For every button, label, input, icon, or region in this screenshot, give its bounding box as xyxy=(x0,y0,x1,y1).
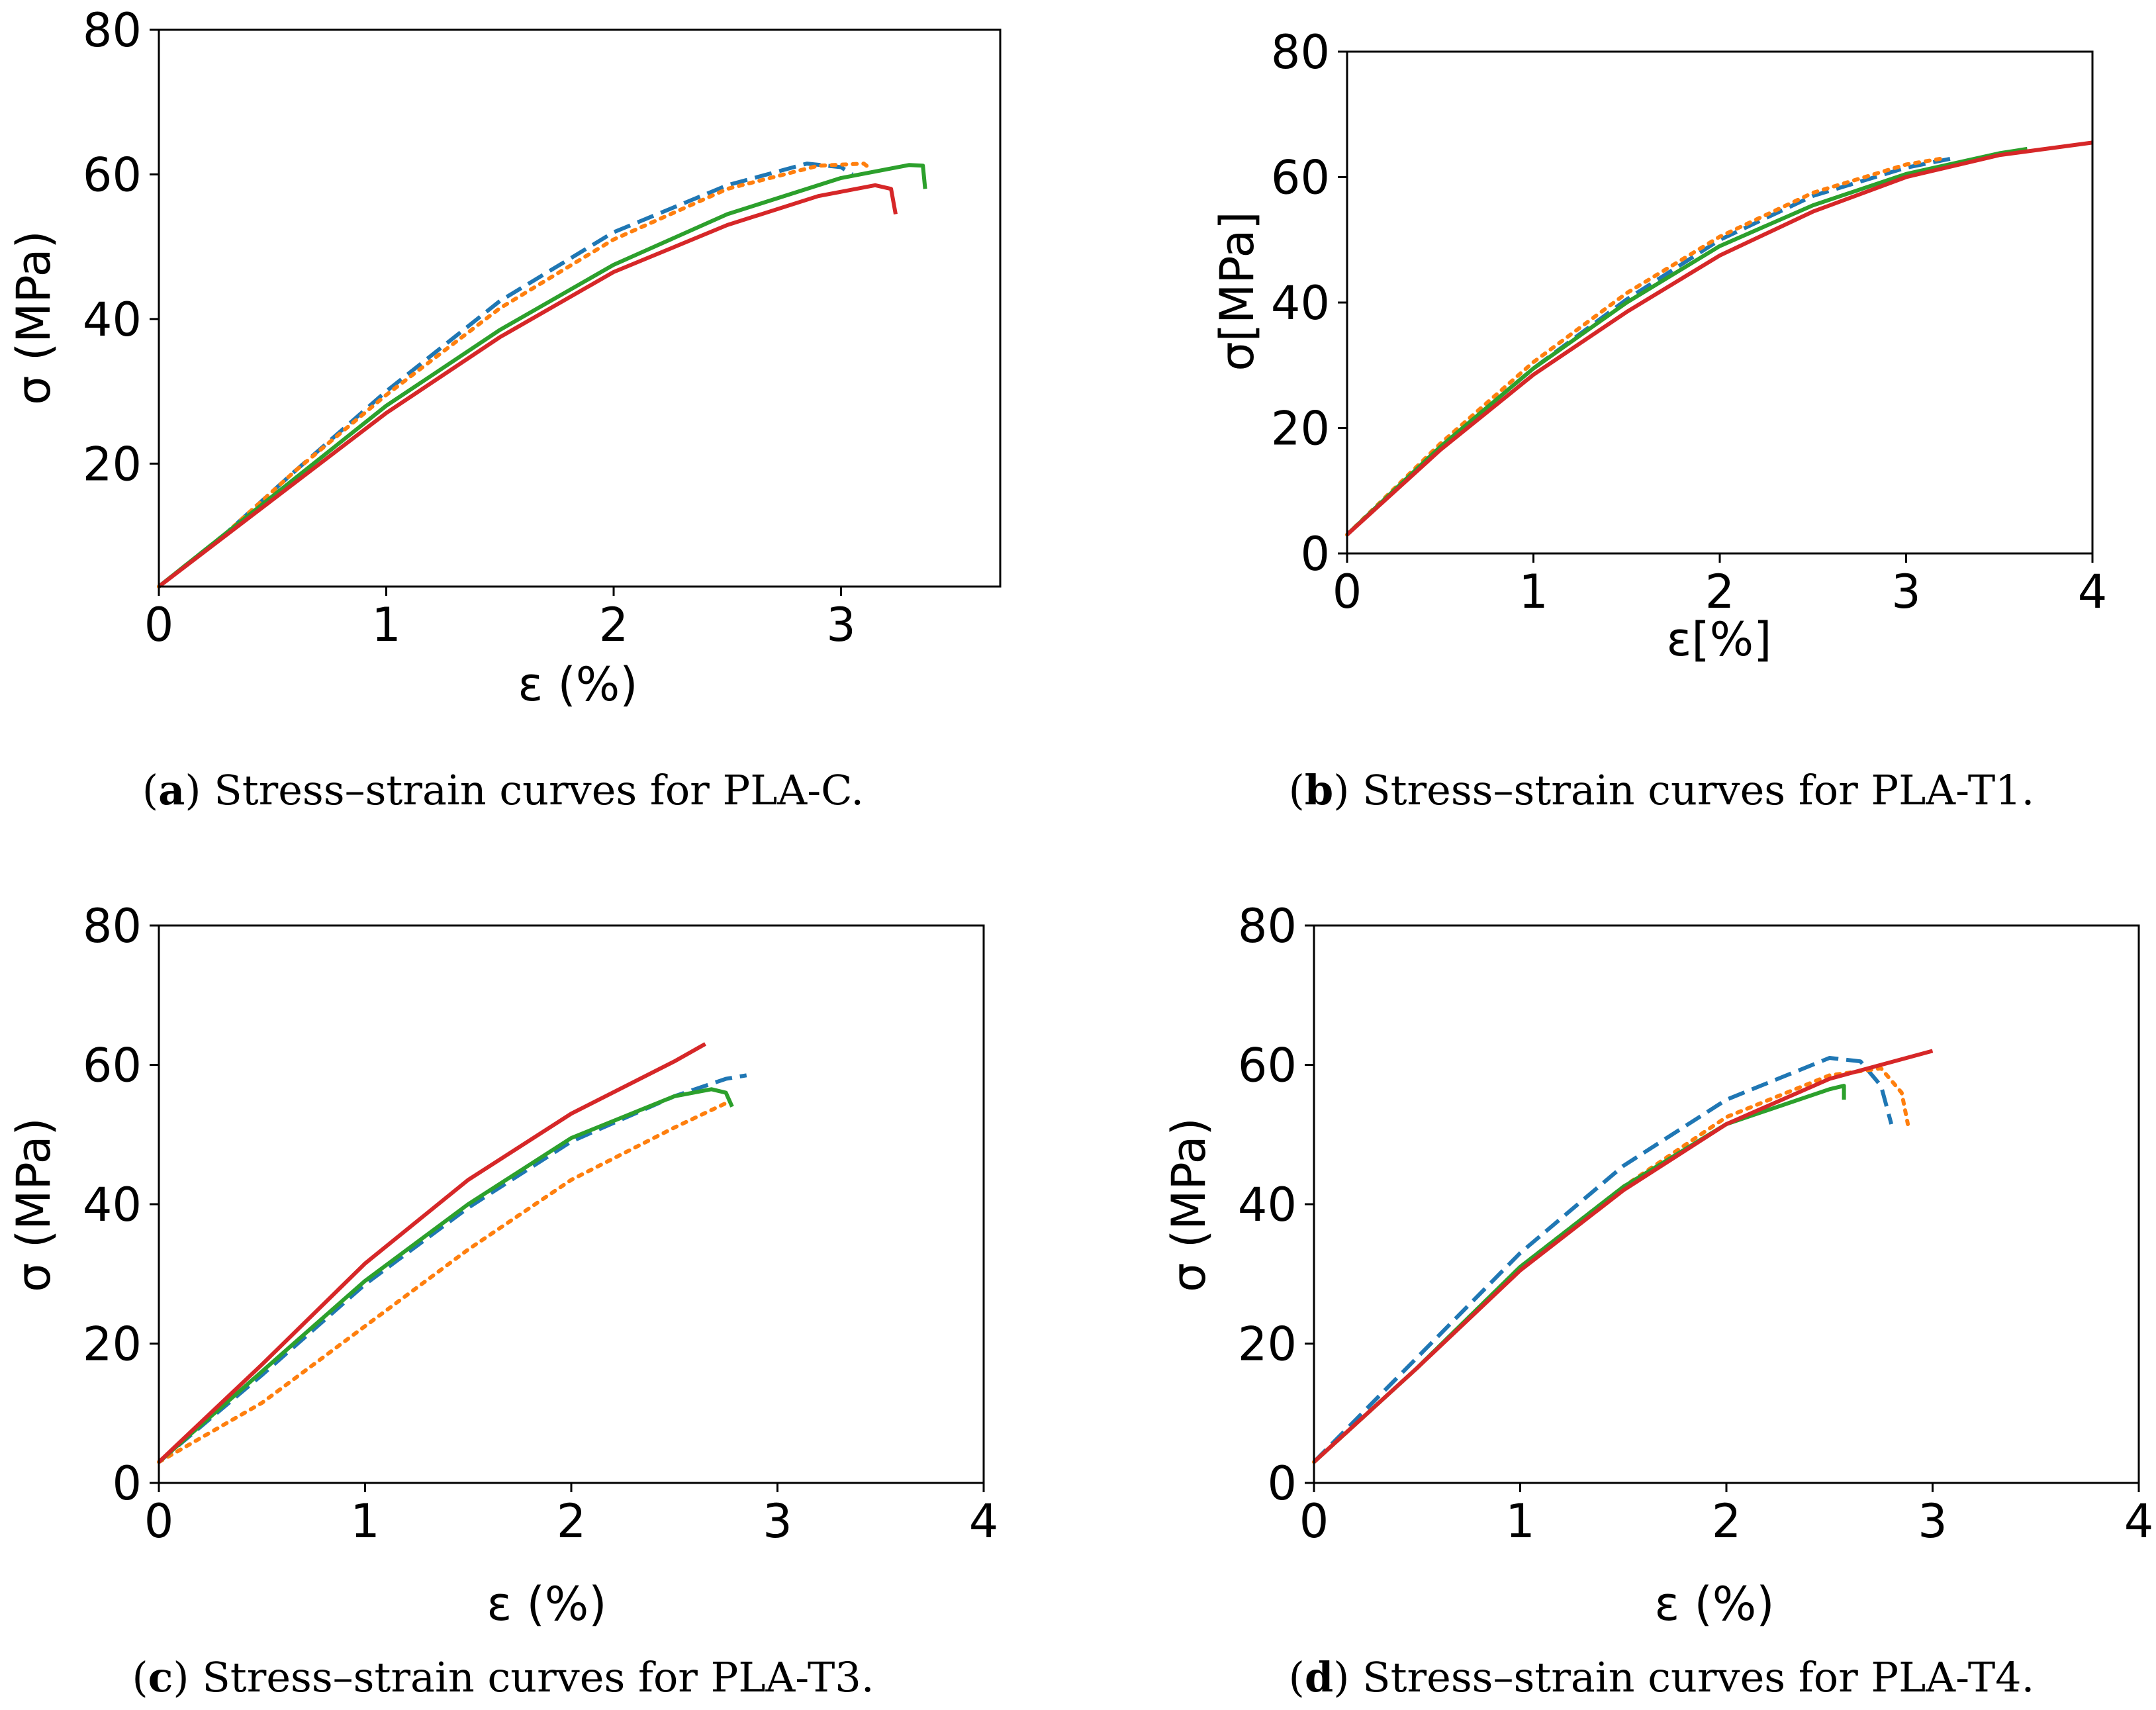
y-tick-label-a-80: 80 xyxy=(83,3,142,58)
series-line-d-2 xyxy=(1312,1066,1910,1464)
caption-letter-b: b xyxy=(1305,766,1333,814)
series-line-b-4 xyxy=(1345,140,2093,536)
y-tick-label-a-60: 60 xyxy=(83,148,142,202)
x-tick-label-d-2: 2 xyxy=(1712,1494,1742,1548)
y-tick-label-d-0: 0 xyxy=(1267,1456,1297,1511)
y-axis-label-a: σ (MPa) xyxy=(7,230,61,405)
series-line-a-4 xyxy=(158,183,898,589)
x-tick-label-c-2: 2 xyxy=(557,1494,586,1548)
y-tick-label-d-80: 80 xyxy=(1238,899,1297,953)
plot-frame-b xyxy=(1346,50,2094,555)
y-tick-label-b-80: 80 xyxy=(1271,25,1330,79)
y-tick-label-c-40: 40 xyxy=(83,1178,142,1232)
y-tick-label-a-40: 40 xyxy=(83,293,142,347)
x-tick-label-c-3: 3 xyxy=(763,1494,792,1548)
series-line-b-3 xyxy=(1345,146,2028,536)
series-line-d-4 xyxy=(1312,1049,1934,1464)
caption-letter-c: c xyxy=(148,1653,173,1701)
x-tick-label-b-2: 2 xyxy=(1705,565,1735,619)
caption-d: (d) Stress–strain curves for PLA-T4. xyxy=(1289,1653,2035,1701)
caption-c: (c) Stress–strain curves for PLA-T3. xyxy=(132,1653,874,1701)
x-tick-label-b-0: 0 xyxy=(1333,565,1362,619)
y-tick-label-c-0: 0 xyxy=(112,1456,142,1511)
caption-text-a: Stress–strain curves for PLA-C. xyxy=(214,766,864,814)
panel-a: 0 1 2 3 20 40 60 80 ε (%) σ (MPa) (a) Stress–st… xyxy=(7,3,1002,814)
x-tick-label-d-1: 1 xyxy=(1505,1494,1535,1548)
y-axis-label-c: σ (MPa) xyxy=(7,1117,61,1292)
x-tick-label-d-0: 0 xyxy=(1299,1494,1329,1548)
x-tick-label-a-0: 0 xyxy=(144,598,174,652)
y-axis-label-d: σ (MPa) xyxy=(1162,1117,1216,1292)
y-tick-label-c-80: 80 xyxy=(83,899,142,953)
x-tick-label-c-0: 0 xyxy=(144,1494,174,1548)
x-tick-label-a-1: 1 xyxy=(371,598,401,652)
caption-text-c: Stress–strain curves for PLA-T3. xyxy=(202,1653,874,1701)
x-axis-label-a: ε (%) xyxy=(518,657,637,712)
x-tick-label-d-3: 3 xyxy=(1918,1494,1947,1548)
series-line-c-1 xyxy=(158,1073,747,1464)
caption-text-b: Stress–strain curves for PLA-T1. xyxy=(1362,766,2034,814)
series-line-d-1 xyxy=(1312,1056,1894,1464)
y-tick-label-d-20: 20 xyxy=(1238,1317,1297,1372)
series-line-d-3 xyxy=(1312,1084,1846,1464)
y-tick-label-c-20: 20 xyxy=(83,1317,142,1372)
x-axis-label-c: ε (%) xyxy=(487,1577,606,1631)
y-tick-label-c-60: 60 xyxy=(83,1039,142,1093)
x-tick-label-d-4: 4 xyxy=(2124,1494,2154,1548)
y-tick-label-b-20: 20 xyxy=(1271,402,1330,456)
caption-letter-d: d xyxy=(1305,1653,1333,1701)
caption-a: (a) Stress–strain curves for PLA-C. xyxy=(142,766,864,814)
plot-frame-a xyxy=(158,28,1002,588)
x-tick-label-a-3: 3 xyxy=(826,598,856,652)
x-tick-label-a-2: 2 xyxy=(599,598,629,652)
series-line-b-1 xyxy=(1345,156,1953,536)
series-line-b-2 xyxy=(1345,156,1945,537)
series-line-c-2 xyxy=(157,1101,728,1464)
series-line-a-1 xyxy=(158,162,854,589)
y-tick-label-b-40: 40 xyxy=(1271,276,1330,330)
caption-letter-a: a xyxy=(158,766,185,814)
series-line-c-3 xyxy=(158,1087,734,1464)
x-axis-label-b: ε[%] xyxy=(1667,612,1772,667)
x-tick-label-b-3: 3 xyxy=(1891,565,1921,619)
x-tick-label-b-1: 1 xyxy=(1519,565,1548,619)
plot-frame-c xyxy=(158,924,985,1484)
caption-text-d: Stress–strain curves for PLA-T4. xyxy=(1362,1653,2034,1701)
y-tick-label-b-0: 0 xyxy=(1300,527,1330,581)
series-line-a-2 xyxy=(157,162,870,589)
x-tick-label-c-4: 4 xyxy=(969,1494,999,1548)
caption-b: (b) Stress–strain curves for PLA-T1. xyxy=(1289,766,2035,814)
y-axis-label-b: σ[MPa] xyxy=(1210,211,1264,371)
series-line-a-3 xyxy=(158,163,927,589)
y-tick-label-d-60: 60 xyxy=(1238,1039,1297,1093)
y-tick-label-b-60: 60 xyxy=(1271,151,1330,205)
x-tick-label-c-1: 1 xyxy=(350,1494,380,1548)
plot-a: 0 1 2 3 20 40 60 80 xyxy=(83,3,1002,652)
y-tick-label-a-20: 20 xyxy=(83,437,142,491)
y-tick-label-d-40: 40 xyxy=(1238,1178,1297,1232)
plot-frame-d xyxy=(1313,924,2140,1484)
x-tick-label-b-4: 4 xyxy=(2078,565,2108,619)
series-line-c-4 xyxy=(157,1042,706,1464)
x-axis-label-d: ε (%) xyxy=(1654,1577,1774,1631)
